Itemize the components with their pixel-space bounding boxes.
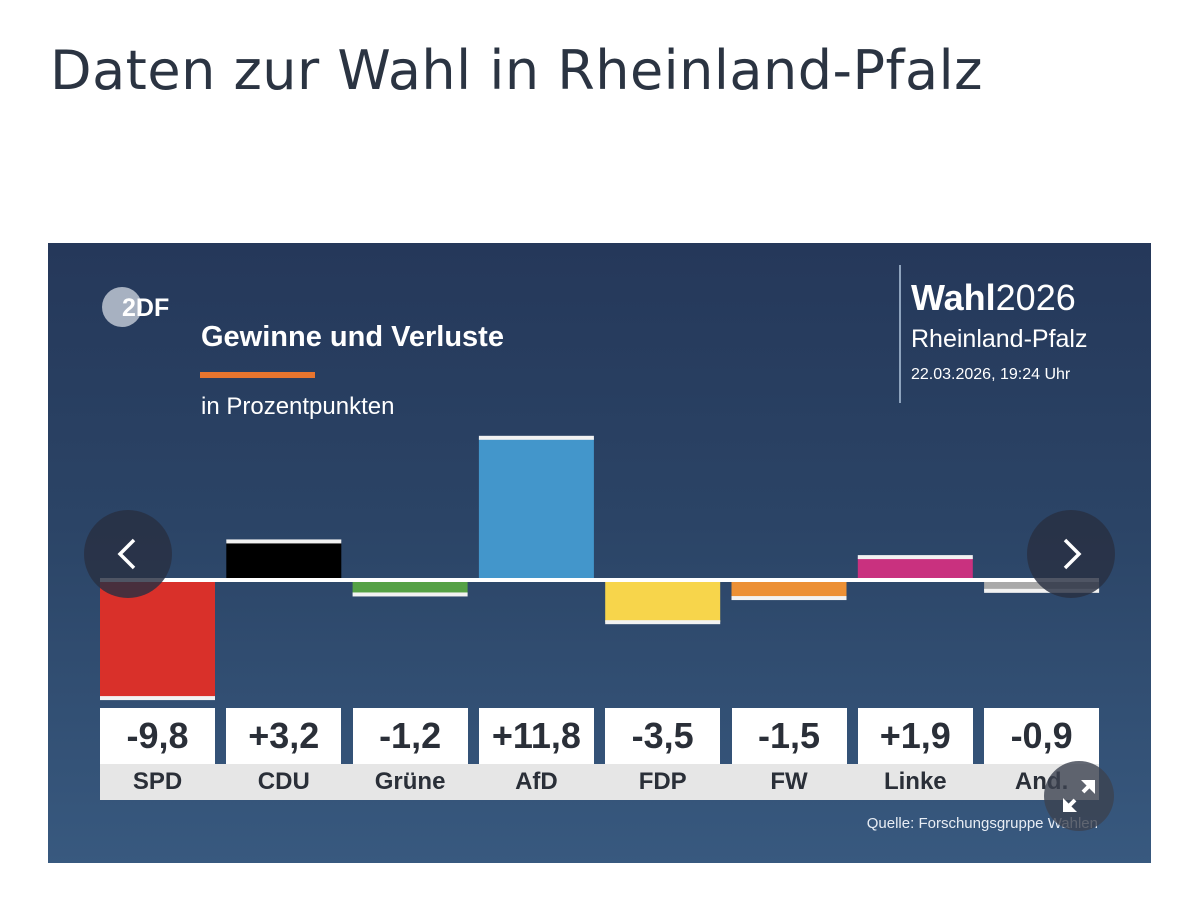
bar-cdu <box>226 541 342 580</box>
source-note: Quelle: Forschungsgruppe Wahlen <box>866 815 1098 832</box>
brand-wahl-bold: Wahl <box>911 277 996 318</box>
bar-cap <box>605 620 721 625</box>
data-label: -0,9 <box>984 708 1100 764</box>
bar-cap <box>731 596 847 601</box>
bar-cap <box>100 696 215 701</box>
brand-datetime: 22.03.2026, 19:24 Uhr <box>911 366 1071 383</box>
bar-cap <box>226 539 342 544</box>
data-label: -1,2 <box>352 708 468 764</box>
election-brand: Wahl2026 Rheinland-Pfalz 22.03.2026, 19:… <box>899 265 1151 403</box>
bar-cap <box>984 588 1100 593</box>
chevron-left-icon <box>117 538 136 570</box>
data-label: +11,8 <box>478 708 594 764</box>
data-label: -1,5 <box>731 708 847 764</box>
logo-text: 2DF <box>122 294 169 322</box>
bar-grüne <box>352 580 468 595</box>
bar-linke <box>857 557 973 580</box>
expand-icon <box>1063 780 1095 812</box>
zdf-logo: 2DF <box>102 287 169 327</box>
party-label-strip <box>100 764 1099 800</box>
zero-baseline <box>100 578 1099 582</box>
data-label: +1,9 <box>857 708 973 764</box>
previous-button[interactable] <box>84 510 172 598</box>
chart-title: Gewinne und Verluste <box>201 321 504 353</box>
category-label: FW <box>770 768 808 795</box>
brand-region: Rheinland-Pfalz <box>911 325 1088 353</box>
bar-spd <box>100 580 215 699</box>
chart-panel: 2DF Gewinne und Verluste in Prozentpunkt… <box>48 243 1151 863</box>
bar-fw <box>731 580 847 599</box>
category-label: FDP <box>638 768 687 795</box>
chevron-right-icon <box>1063 538 1082 570</box>
category-label: CDU <box>257 768 310 795</box>
bar-afd <box>478 437 594 580</box>
category-label: AfD <box>515 768 558 795</box>
brand-wahl-year: 2026 <box>995 277 1076 318</box>
fullscreen-button[interactable] <box>1044 761 1114 831</box>
category-label: Linke <box>883 768 947 795</box>
data-label: +3,2 <box>226 708 342 764</box>
category-label: Grüne <box>374 768 446 795</box>
bar-fdp <box>605 580 721 623</box>
bar-cap <box>857 555 973 560</box>
bar-cap <box>352 592 468 597</box>
chart-subtitle: in Prozentpunkten <box>201 393 395 420</box>
title-accent-line <box>200 372 315 378</box>
bar-cap <box>478 435 594 440</box>
category-label: SPD <box>132 768 183 795</box>
next-button[interactable] <box>1027 510 1115 598</box>
bar-chart <box>100 435 1100 701</box>
data-label: -3,5 <box>605 708 721 764</box>
page-title: Daten zur Wahl in Rheinland-Pfalz <box>50 39 983 102</box>
data-label: -9,8 <box>100 708 215 764</box>
brand-wahl: Wahl2026 <box>911 277 1151 319</box>
